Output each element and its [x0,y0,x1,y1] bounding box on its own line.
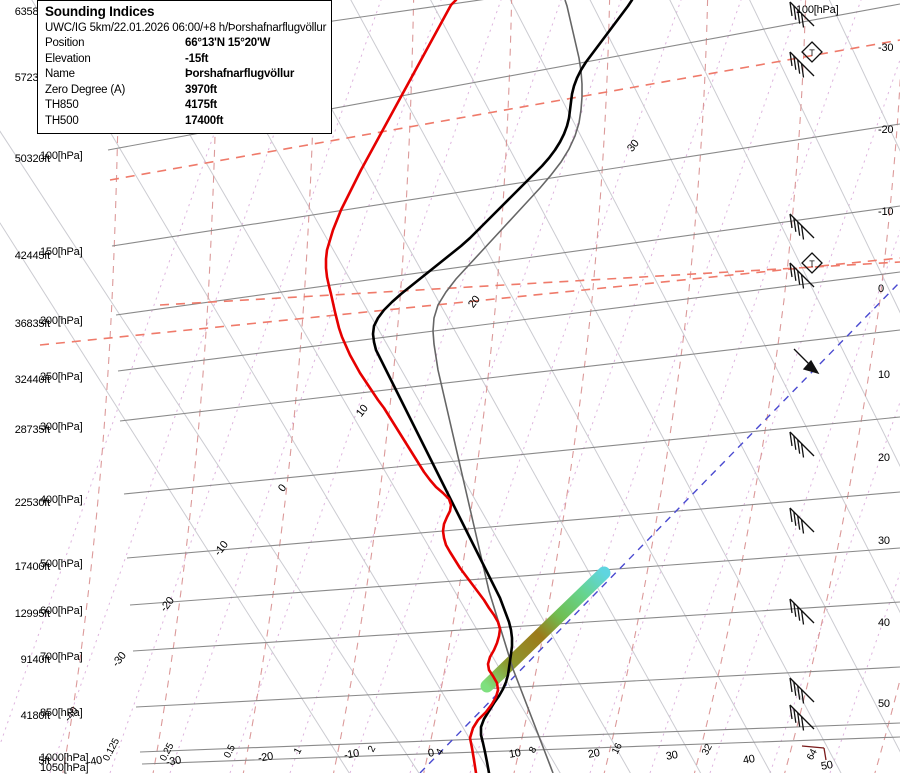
info-row-key: Position [45,37,85,49]
altitude-label: 5ft [38,755,50,767]
info-row: Elevation -15ft [45,52,325,68]
pressure-label: 500[hPa] [40,558,83,570]
wind-barb[interactable] [789,262,815,289]
info-row: Name Þorshafnarflugvöllur [45,67,325,83]
panel-rows: Position 66°13'N 15°20'W Elevation -15ft Nam… [45,36,325,130]
wind-barb[interactable] [789,704,815,731]
pressure-label: 300[hPa] [40,421,83,433]
right-axis-tick: 50 [878,698,890,710]
pressure-label: 850[hPa] [40,707,83,719]
pressure-label: 250[hPa] [40,371,83,383]
right-axis-tick: 10 [878,369,890,381]
bottom-temperature-label: 40 [742,752,756,767]
info-row-key: Elevation [45,52,91,65]
bottom-temperature-label: 50 [820,758,834,773]
bottom-temperature-label: 20 [587,746,601,761]
panel-subtitle: UWC/IG 5km/22.01.2026 06:00/+8 h/Þorshaf… [45,22,327,34]
pressure-label: 600[hPa] [40,605,83,617]
wind-barb[interactable] [789,677,815,704]
right-axis-tick: -10 [878,206,894,218]
pressure-label: 1000[hPa] [40,752,89,764]
right-axis-tick: 40 [878,617,890,629]
right-axis-tick: -20 [878,124,894,136]
altitude-label: 4180ft [20,710,51,722]
wind-barb[interactable] [789,51,815,78]
altitude-label: 42445ft [14,250,51,262]
pressure-label: 1050[hPa] [40,762,89,774]
info-row-value: 17400ft [185,114,224,127]
altitude-label: 22530ft [14,497,51,509]
wind-barb[interactable] [789,507,815,534]
altitude-label: 17400ft [14,561,51,573]
wind-barb[interactable]: T [801,41,823,63]
info-row: Position 66°13'N 15°20'W [45,36,325,52]
altitude-label: 36835ft [14,318,51,330]
right-axis-tick: -30 [878,42,894,54]
pressure-label: 200[hPa] [40,315,83,327]
bottom-temperature-label: 30 [665,748,679,763]
right-axis-tick: 20 [878,452,890,464]
altitude-label: 32440ft [14,374,51,386]
info-row: TH850 4175ft [45,98,325,114]
info-row-value: -15ft [185,52,209,65]
wind-barb[interactable] [789,431,815,458]
info-row-value: 3970ft [185,83,218,96]
temperature-curve [371,0,634,773]
wind-barb[interactable] [793,348,820,375]
wind-barb[interactable]: T [801,252,823,274]
pressure-label: 400[hPa] [40,494,83,506]
right-axis-tick: 0 [878,283,884,295]
info-row-value: 66°13'N 15°20'W [185,37,271,49]
moisture-transport-band [480,566,611,693]
info-row-key: Name [45,68,75,81]
info-row: Zero Degree (A) 3970ft [45,83,325,99]
pressure-label: 100[hPa] [40,150,83,162]
wind-barb[interactable] [789,1,815,28]
info-row-value: 4175ft [185,99,218,112]
wind-barb[interactable] [801,745,827,761]
svg-text:T: T [809,259,815,269]
info-row-key: Zero Degree (A) [45,83,126,96]
wetbulb-zero-line [419,281,900,773]
altitude-label: 12995ft [14,608,51,620]
svg-text:T: T [809,48,815,58]
panel-title: Sounding Indices [45,4,155,19]
wind-barb[interactable] [789,598,815,625]
parcel-trajectory-curve [432,0,583,773]
altitude-label: 28735ft [14,424,51,436]
info-row-key: TH850 [45,99,79,112]
info-row: TH500 17400ft [45,114,325,130]
right-axis-tick: 30 [878,535,890,547]
pressure-label: 700[hPa] [40,651,83,663]
pressure-label: 150[hPa] [40,246,83,258]
top-pressure-label: 100[hPa] [796,4,839,16]
bottom-temperature-label: 10 [508,746,522,761]
info-row-key: TH500 [45,114,79,127]
freezing-level-lines [39,39,900,346]
dewpoint-curve [324,0,502,773]
altitude-label: 50320ft [14,153,51,165]
info-row-value: Þorshafnarflugvöllur [185,68,295,81]
saturated-adiabat-lines [62,0,900,773]
sounding-indices-panel: Sounding Indices UWC/IG 5km/22.01.2026 0… [37,0,332,134]
altitude-label: 9140ft [20,654,51,666]
wind-barb[interactable] [789,213,815,240]
